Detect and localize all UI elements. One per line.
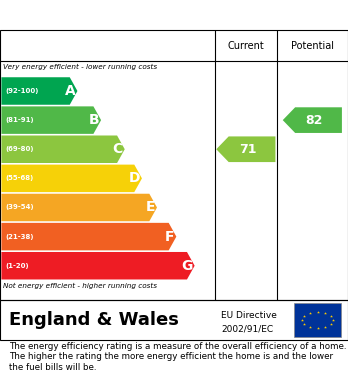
Text: (1-20): (1-20) — [6, 263, 29, 269]
Polygon shape — [1, 136, 125, 163]
Polygon shape — [1, 194, 157, 221]
Text: Current: Current — [228, 41, 264, 50]
Text: 2002/91/EC: 2002/91/EC — [221, 324, 273, 333]
Polygon shape — [1, 106, 101, 134]
Polygon shape — [283, 107, 342, 133]
Text: (81-91): (81-91) — [6, 117, 34, 123]
Text: 71: 71 — [239, 143, 256, 156]
Text: F: F — [165, 230, 174, 244]
Text: England & Wales: England & Wales — [9, 311, 179, 329]
Text: (39-54): (39-54) — [6, 204, 34, 210]
Text: (55-68): (55-68) — [6, 176, 34, 181]
Polygon shape — [1, 252, 195, 280]
Text: (69-80): (69-80) — [6, 146, 34, 152]
Bar — [294, 303, 341, 337]
Text: D: D — [128, 171, 140, 185]
Text: The energy efficiency rating is a measure of the overall efficiency of a home. T: The energy efficiency rating is a measur… — [9, 342, 346, 372]
Text: 82: 82 — [306, 114, 323, 127]
Polygon shape — [1, 223, 176, 250]
Polygon shape — [216, 136, 276, 162]
Text: EU Directive: EU Directive — [221, 311, 277, 320]
Text: A: A — [65, 84, 75, 98]
Polygon shape — [1, 165, 142, 192]
Text: G: G — [181, 259, 192, 273]
Text: (21-38): (21-38) — [6, 233, 34, 240]
Polygon shape — [1, 77, 77, 105]
Text: Potential: Potential — [291, 41, 334, 50]
Text: Energy Efficiency Rating: Energy Efficiency Rating — [9, 7, 230, 23]
Text: Very energy efficient - lower running costs: Very energy efficient - lower running co… — [3, 64, 158, 70]
Text: (92-100): (92-100) — [6, 88, 39, 94]
Text: C: C — [112, 142, 122, 156]
Text: Not energy efficient - higher running costs: Not energy efficient - higher running co… — [3, 282, 158, 289]
Text: E: E — [145, 201, 155, 215]
Text: B: B — [88, 113, 99, 127]
